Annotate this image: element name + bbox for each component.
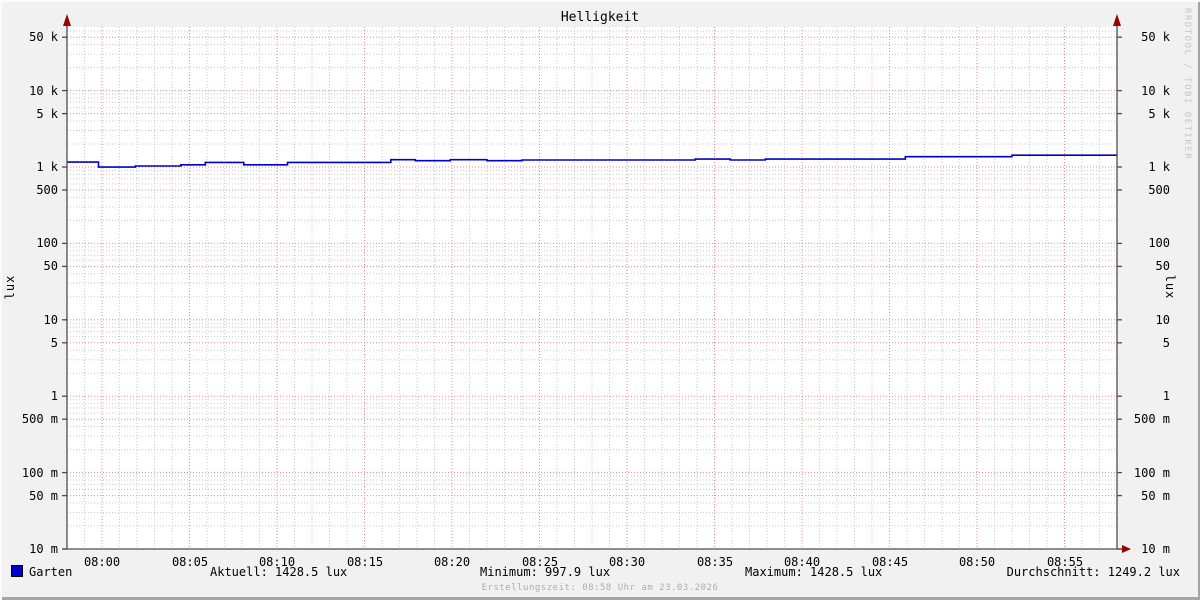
y-tick-label-left: 10 m	[29, 542, 58, 556]
y-axis-arrow-left	[63, 14, 71, 26]
stat-aktuell: Aktuell: 1428.5 lux	[210, 565, 348, 579]
x-tick-label: 08:50	[958, 555, 996, 569]
y-tick-label-left: 10 k	[29, 84, 58, 98]
y-tick-label-right: 5 k	[1148, 107, 1170, 121]
y-tick-label-right: 1	[1162, 389, 1170, 403]
creation-time: Erstellungszeit: 08:58 Uhr am 23.03.2026	[481, 583, 719, 593]
y-tick-label-left: 50 k	[29, 30, 58, 44]
x-tick-label: 08:45	[871, 555, 909, 569]
y-tick-label-right: 5	[1162, 336, 1170, 350]
y-tick-label-right: 100 m	[1133, 466, 1170, 480]
y-tick-label-right: 100	[1148, 236, 1170, 250]
y-tick-label-right: 50	[1155, 259, 1170, 273]
x-tick-label: 08:05	[171, 555, 209, 569]
y-tick-label-right: 500	[1148, 183, 1170, 197]
y-tick-label-left: 10	[43, 313, 58, 327]
y-tick-label-left: 1 k	[36, 160, 58, 174]
y-tick-label-right: 10	[1155, 313, 1170, 327]
grid-major-horizontal	[67, 36, 1117, 550]
y-tick-label-left: 100	[36, 236, 58, 250]
grid-minor-horizontal	[67, 30, 1117, 527]
axes	[62, 24, 1122, 550]
x-tick-label: 08:10	[258, 555, 296, 569]
y-tick-label-left: 500 m	[21, 412, 58, 426]
y-tick-label-right: 500 m	[1133, 412, 1170, 426]
y-tick-label-right: 50 m	[1141, 489, 1170, 503]
rrdtool-watermark: RRDTOOL / TOBI OETIKER	[1182, 8, 1192, 161]
y-tick-label-left: 5	[50, 336, 58, 350]
chart-title: Helligkeit	[560, 10, 640, 25]
y-axis-unit-left: lux	[3, 274, 17, 300]
x-axis-arrow	[1122, 545, 1131, 553]
x-tick-label: 08:15	[346, 555, 384, 569]
y-tick-label-right: 10 m	[1141, 542, 1170, 556]
x-tick-label: 08:20	[433, 555, 471, 569]
y-tick-label-right: 10 k	[1141, 84, 1170, 98]
legend-series: Garten	[11, 565, 72, 579]
y-tick-label-left: 50 m	[29, 489, 58, 503]
x-tick-label: 08:40	[783, 555, 821, 569]
series-line-garten	[67, 154, 1117, 168]
stat-durchschnitt: Durchschnitt: 1249.2 lux	[1006, 565, 1180, 579]
y-tick-label-left: 100 m	[21, 466, 58, 480]
y-tick-label-left: 500	[36, 183, 58, 197]
y-tick-label-right: 50 k	[1141, 30, 1170, 44]
x-tick-label: 08:30	[608, 555, 646, 569]
stat-minimum: Minimum: 997.9 lux	[480, 565, 611, 579]
y-tick-label-left: 1	[50, 389, 58, 403]
series-label: Garten	[29, 565, 73, 579]
stat-maximum: Maximum: 1428.5 lux	[745, 565, 883, 579]
y-tick-label-left: 5 k	[36, 107, 58, 121]
axis-arrows	[63, 14, 1131, 553]
x-tick-label: 08:35	[696, 555, 734, 569]
y-axis-unit-right: lux	[1163, 274, 1177, 300]
y-tick-label-left: 50	[43, 259, 58, 273]
x-tick-label: 08:25	[521, 555, 559, 569]
y-axis-arrow-right	[1113, 14, 1121, 26]
x-tick-label: 08:00	[83, 555, 121, 569]
series-color-swatch	[11, 565, 23, 577]
y-tick-label-right: 1 k	[1148, 160, 1170, 174]
x-tick-label: 08:55	[1046, 555, 1084, 569]
